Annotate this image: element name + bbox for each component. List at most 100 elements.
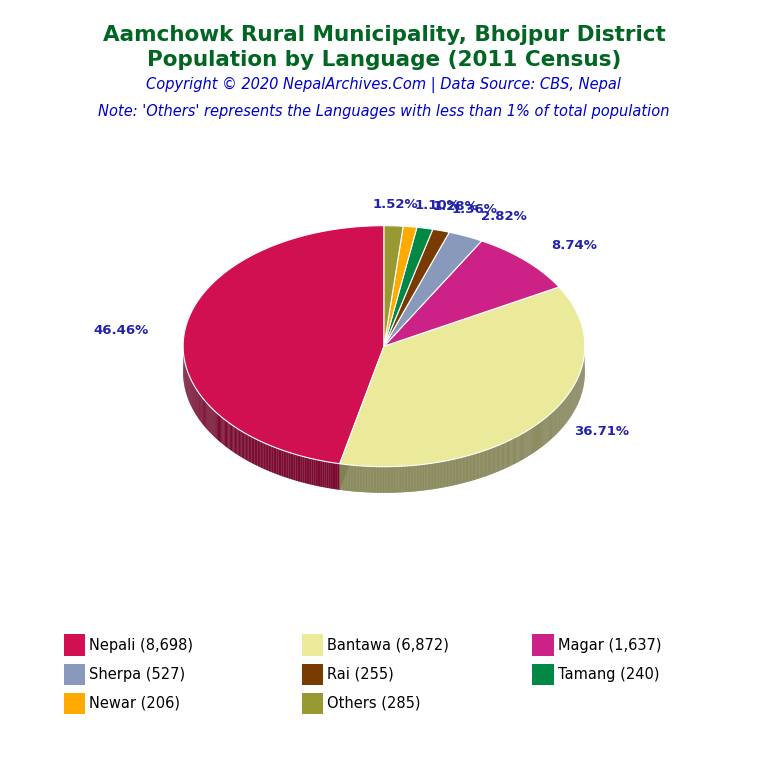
- Polygon shape: [227, 422, 228, 449]
- Polygon shape: [402, 466, 403, 492]
- Text: 46.46%: 46.46%: [93, 324, 148, 337]
- Polygon shape: [424, 464, 425, 490]
- Polygon shape: [511, 439, 513, 465]
- Polygon shape: [214, 411, 216, 438]
- Polygon shape: [220, 415, 221, 443]
- Polygon shape: [239, 429, 240, 456]
- Polygon shape: [393, 466, 396, 493]
- Polygon shape: [429, 463, 430, 490]
- Polygon shape: [384, 232, 482, 346]
- Polygon shape: [312, 458, 313, 485]
- Polygon shape: [276, 448, 278, 475]
- Polygon shape: [316, 459, 317, 486]
- Polygon shape: [531, 427, 533, 454]
- Polygon shape: [477, 452, 478, 479]
- Polygon shape: [272, 446, 273, 473]
- Polygon shape: [339, 464, 341, 490]
- Polygon shape: [379, 467, 381, 493]
- Polygon shape: [257, 440, 259, 467]
- Polygon shape: [293, 454, 296, 481]
- Polygon shape: [450, 460, 451, 486]
- Polygon shape: [514, 438, 515, 464]
- Polygon shape: [465, 456, 467, 482]
- Polygon shape: [339, 346, 384, 490]
- Text: Note: 'Others' represents the Languages with less than 1% of total population: Note: 'Others' represents the Languages …: [98, 104, 670, 119]
- Polygon shape: [375, 467, 376, 493]
- Polygon shape: [525, 431, 526, 458]
- Polygon shape: [555, 409, 556, 435]
- Text: Population by Language (2011 Census): Population by Language (2011 Census): [147, 50, 621, 70]
- Polygon shape: [534, 425, 535, 452]
- Polygon shape: [353, 465, 355, 492]
- Polygon shape: [549, 414, 550, 441]
- Polygon shape: [253, 438, 254, 465]
- Polygon shape: [472, 454, 474, 481]
- Polygon shape: [513, 438, 514, 465]
- Polygon shape: [386, 467, 387, 493]
- Polygon shape: [516, 436, 518, 463]
- Text: 2.82%: 2.82%: [481, 210, 526, 223]
- Polygon shape: [505, 442, 507, 468]
- Polygon shape: [260, 442, 262, 468]
- Polygon shape: [411, 465, 412, 492]
- Polygon shape: [336, 463, 338, 489]
- Polygon shape: [490, 448, 492, 475]
- Polygon shape: [420, 465, 422, 491]
- Polygon shape: [338, 463, 339, 490]
- Polygon shape: [355, 465, 356, 492]
- Polygon shape: [441, 462, 442, 488]
- Polygon shape: [449, 460, 450, 486]
- Polygon shape: [392, 467, 393, 493]
- Polygon shape: [237, 429, 239, 455]
- Polygon shape: [539, 422, 540, 449]
- Polygon shape: [225, 419, 226, 447]
- Polygon shape: [544, 419, 545, 445]
- Polygon shape: [269, 445, 270, 472]
- Polygon shape: [235, 427, 236, 454]
- Polygon shape: [439, 462, 441, 488]
- Polygon shape: [349, 465, 350, 491]
- Polygon shape: [231, 424, 232, 452]
- Polygon shape: [296, 455, 297, 481]
- Polygon shape: [326, 462, 329, 488]
- Polygon shape: [217, 413, 218, 440]
- Polygon shape: [540, 422, 541, 449]
- Polygon shape: [267, 444, 269, 471]
- Polygon shape: [341, 464, 343, 490]
- Polygon shape: [303, 456, 304, 483]
- Polygon shape: [202, 398, 204, 425]
- Polygon shape: [254, 439, 256, 465]
- Polygon shape: [299, 455, 301, 482]
- Polygon shape: [317, 460, 319, 486]
- Polygon shape: [373, 466, 375, 493]
- Polygon shape: [321, 461, 323, 487]
- Polygon shape: [523, 432, 525, 459]
- Polygon shape: [399, 466, 400, 492]
- Polygon shape: [232, 425, 233, 452]
- Polygon shape: [240, 430, 241, 457]
- Polygon shape: [226, 421, 227, 448]
- Polygon shape: [250, 436, 252, 463]
- Polygon shape: [241, 431, 243, 458]
- Polygon shape: [265, 443, 267, 470]
- Polygon shape: [362, 466, 364, 492]
- Polygon shape: [444, 461, 445, 488]
- Polygon shape: [508, 441, 509, 467]
- Polygon shape: [286, 452, 289, 478]
- Polygon shape: [289, 452, 290, 479]
- Polygon shape: [537, 424, 538, 450]
- Polygon shape: [262, 442, 263, 468]
- Polygon shape: [509, 440, 511, 467]
- Polygon shape: [557, 407, 558, 434]
- Polygon shape: [526, 431, 528, 457]
- Text: Copyright © 2020 NepalArchives.Com | Data Source: CBS, Nepal: Copyright © 2020 NepalArchives.Com | Dat…: [147, 77, 621, 93]
- Text: Aamchowk Rural Municipality, Bhojpur District: Aamchowk Rural Municipality, Bhojpur Dis…: [103, 25, 665, 45]
- Polygon shape: [384, 227, 433, 346]
- Polygon shape: [400, 466, 402, 492]
- Text: Sherpa (527): Sherpa (527): [89, 667, 185, 682]
- Polygon shape: [433, 463, 435, 489]
- Polygon shape: [310, 458, 312, 485]
- Polygon shape: [359, 466, 361, 492]
- Polygon shape: [408, 465, 409, 492]
- Polygon shape: [330, 462, 332, 488]
